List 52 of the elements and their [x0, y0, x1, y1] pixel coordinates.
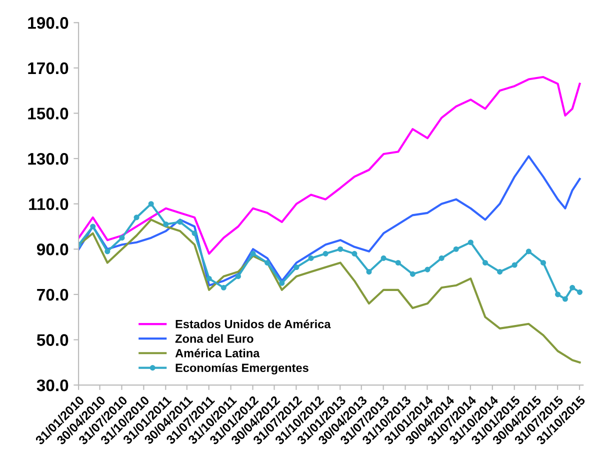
point: [206, 276, 212, 282]
point: [352, 250, 358, 256]
point: [148, 201, 154, 207]
point: [220, 284, 226, 290]
point: [576, 289, 583, 295]
point: [570, 284, 576, 290]
line-series: [78, 76, 581, 255]
point: [279, 280, 285, 286]
point: [395, 260, 401, 266]
point: [134, 214, 140, 220]
point: [163, 221, 169, 228]
point: [308, 255, 314, 261]
point: [453, 246, 459, 252]
point: [562, 296, 568, 302]
point: [424, 266, 430, 272]
point: [90, 224, 96, 230]
y-tick-label: 30.0: [36, 379, 68, 392]
legend-label: Estados Unidos de América: [176, 320, 331, 328]
point: [438, 255, 444, 261]
y-tick-label: 190.0: [28, 17, 68, 29]
line-series: [78, 218, 581, 364]
point: [119, 235, 125, 241]
legend-label: América Latina: [175, 348, 260, 358]
point: [338, 246, 344, 252]
y-tick-label: 130.0: [28, 152, 68, 165]
y-tick-label: 70.0: [37, 288, 68, 301]
point: [512, 262, 518, 268]
point: [468, 240, 474, 246]
point: [497, 269, 503, 275]
legend-label: Zona del Euro: [175, 334, 254, 343]
point: [555, 292, 561, 298]
point: [526, 248, 532, 254]
y-tick-label: 90.0: [36, 244, 68, 256]
point: [104, 248, 110, 254]
point: [192, 230, 198, 236]
line-series: [78, 155, 581, 286]
point: [482, 260, 488, 266]
y-tick-label: 50.0: [36, 334, 68, 346]
legend-label: Economías Emergentes: [176, 363, 308, 374]
y-tick-label: 150.0: [28, 108, 68, 120]
point: [322, 250, 328, 256]
point: [366, 269, 372, 275]
point: [264, 260, 270, 266]
point: [410, 271, 416, 277]
y-tick-label: 110.0: [29, 198, 68, 210]
y-tick-label: 170.0: [28, 62, 68, 74]
point: [294, 264, 300, 270]
point: [380, 255, 386, 261]
point: [235, 274, 241, 280]
point: [540, 260, 546, 266]
point: [250, 250, 256, 256]
point: [177, 219, 183, 225]
